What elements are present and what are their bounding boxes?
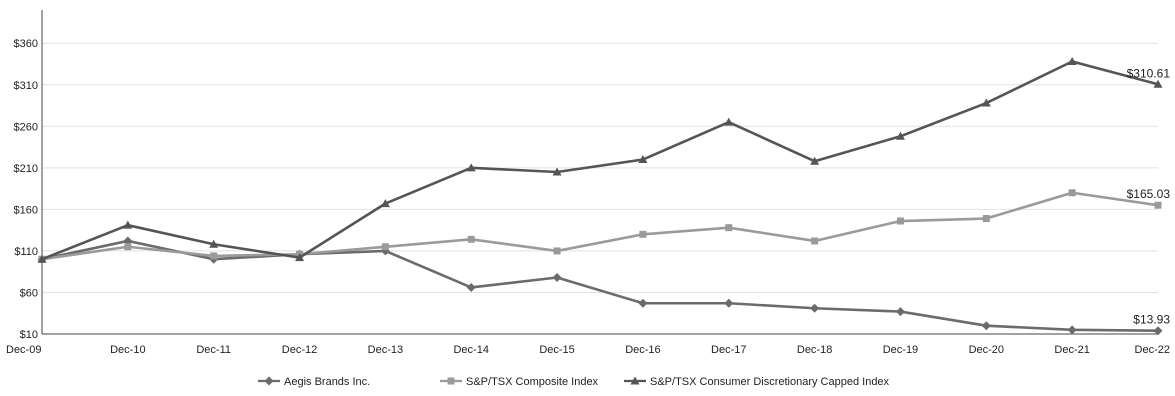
data-point-s-p-tsx-composite-index [811,237,819,245]
legend-item-aegis-brands-inc: Aegis Brands Inc. [258,376,370,388]
y-tick-label: $310 [14,80,38,92]
data-point-s-p-tsx-consumer-discretionary-capped-index [209,239,219,248]
x-tick-label: Dec-18 [797,344,832,356]
data-point-s-p-tsx-consumer-discretionary-capped-index [1153,79,1163,88]
y-tick-label: $60 [20,287,38,299]
y-axis-tick-labels: $10 $60 $110 $160 $210 $260 $310 $360 [14,38,38,341]
data-point-s-p-tsx-composite-index [725,224,733,232]
y-tick-label: $260 [14,121,38,133]
data-point-aegis-brands-inc [1153,326,1163,336]
legend-label: S&P/TSX Composite Index [466,376,599,388]
series-line-s-p-tsx-consumer-discretionary-capped-index [41,60,1159,261]
data-point-s-p-tsx-composite-index [639,230,647,238]
x-tick-label: Dec-21 [1054,344,1089,356]
data-point-aegis-brands-inc [724,298,734,308]
data-point-s-p-tsx-composite-index [381,243,389,251]
data-point-s-p-tsx-consumer-discretionary-capped-index [1067,57,1077,66]
legend-label: S&P/TSX Consumer Discretionary Capped In… [650,376,890,388]
data-point-s-p-tsx-consumer-discretionary-capped-index [295,253,305,262]
data-point-s-p-tsx-composite-index [1154,201,1162,209]
series-s-p-tsx-composite-index [38,189,1162,263]
end-value-labels: $13.93 $165.03 $310.61 [1127,66,1171,326]
gridlines [42,42,1158,293]
data-point-s-p-tsx-composite-index [982,215,990,223]
data-point-s-p-tsx-consumer-discretionary-capped-index [37,254,47,263]
data-point-s-p-tsx-consumer-discretionary-capped-index [981,98,991,107]
x-tick-label: Dec-15 [539,344,574,356]
y-tick-label: $110 [14,246,38,258]
data-point-s-p-tsx-consumer-discretionary-capped-index [552,167,562,176]
legend-marker [264,376,274,386]
x-tick-label: Dec-10 [110,344,145,356]
data-point-s-p-tsx-consumer-discretionary-capped-index [895,131,905,140]
x-tick-label: Dec-09 [6,344,41,356]
data-point-s-p-tsx-consumer-discretionary-capped-index [810,156,820,165]
y-tick-label: $10 [20,329,38,341]
data-point-s-p-tsx-consumer-discretionary-capped-index [724,117,734,126]
y-tick-label: $160 [14,204,38,216]
legend-item-s-p-tsx-composite-index: S&P/TSX Composite Index [440,376,599,388]
x-tick-label: Dec-22 [1135,344,1170,356]
end-label-aegis-brands-inc: $13.93 [1133,313,1170,327]
data-point-s-p-tsx-composite-index [1068,189,1076,197]
series-line-s-p-tsx-composite-index [41,191,1159,261]
data-point-s-p-tsx-consumer-discretionary-capped-index [380,199,390,208]
data-point-s-p-tsx-composite-index [553,247,561,255]
x-tick-label: Dec-20 [969,344,1004,356]
end-label-s-p-tsx-composite-index: $165.03 [1127,187,1171,201]
legend-item-s-p-tsx-consumer-discretionary-capped-index: S&P/TSX Consumer Discretionary Capped In… [624,376,890,388]
y-tick-label: $210 [14,163,38,175]
y-tick-label: $360 [14,38,38,50]
data-point-aegis-brands-inc [895,307,905,317]
x-tick-label: Dec-17 [711,344,746,356]
series-s-p-tsx-consumer-discretionary-capped-index [37,57,1163,263]
data-point-aegis-brands-inc [981,321,991,331]
data-point-s-p-tsx-consumer-discretionary-capped-index [466,163,476,172]
series-line-aegis-brands-inc [41,239,1159,333]
data-point-s-p-tsx-composite-index [467,235,475,243]
end-label-s-p-tsx-consumer-discretionary-capped-index: $310.61 [1127,66,1171,80]
data-point-s-p-tsx-composite-index [896,217,904,225]
data-point-s-p-tsx-consumer-discretionary-capped-index [123,220,133,229]
legend: Aegis Brands Inc. S&P/TSX Composite Index… [258,376,890,388]
data-point-aegis-brands-inc [638,298,648,308]
data-point-s-p-tsx-composite-index [210,252,218,260]
x-axis-tick-labels: Dec-09 Dec-10 Dec-11 Dec-12 Dec-13 Dec-14 Dec-… [6,344,1170,356]
axes [41,10,1158,335]
x-tick-label: Dec-11 [196,344,231,356]
x-tick-label: Dec-12 [282,344,317,356]
legend-marker [447,377,455,385]
data-point-aegis-brands-inc [810,303,820,313]
data-point-aegis-brands-inc [123,236,133,246]
data-point-aegis-brands-inc [552,273,562,283]
data-point-s-p-tsx-composite-index [124,243,132,251]
legend-marker [630,376,640,385]
data-point-aegis-brands-inc [1067,325,1077,335]
x-tick-label: Dec-19 [883,344,918,356]
data-point-aegis-brands-inc [466,282,476,292]
x-tick-label: Dec-16 [625,344,660,356]
data-point-s-p-tsx-consumer-discretionary-capped-index [638,155,648,164]
x-tick-label: Dec-14 [453,344,488,356]
series-lines [37,57,1163,336]
x-tick-label: Dec-13 [368,344,403,356]
legend-label: Aegis Brands Inc. [284,376,370,388]
